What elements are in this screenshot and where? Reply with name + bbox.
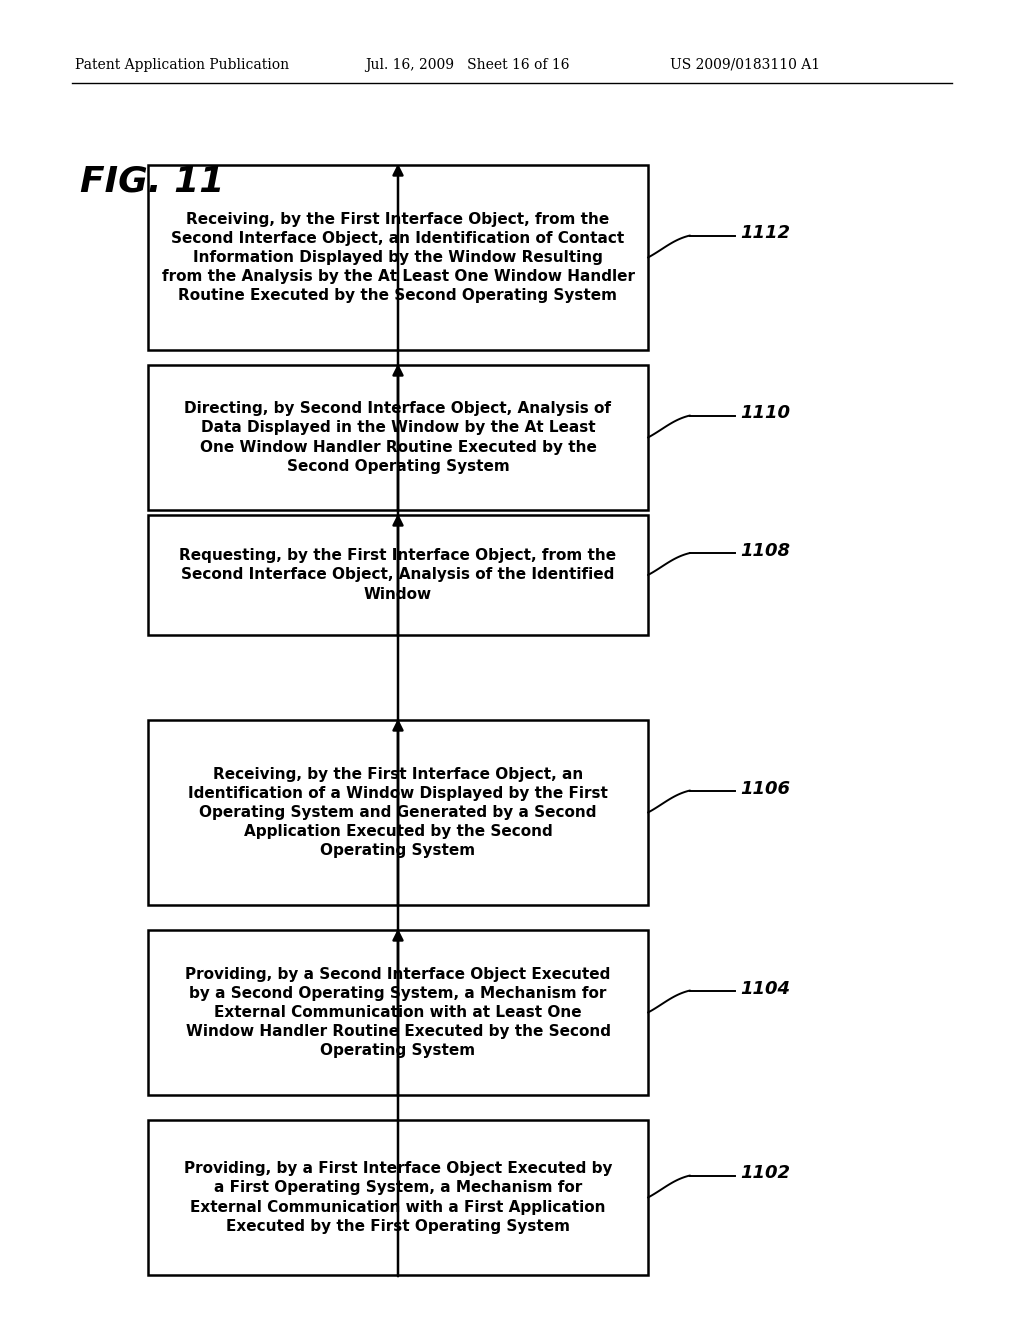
Text: 1106: 1106 (740, 780, 790, 797)
Bar (148, 366, 648, 510)
Text: Providing, by a First Interface Object Executed by
a First Operating System, a M: Providing, by a First Interface Object E… (183, 1162, 612, 1234)
Text: Receiving, by the First Interface Object, from the
Second Interface Object, an I: Receiving, by the First Interface Object… (162, 211, 635, 304)
Bar (148, 719, 648, 906)
Text: Jul. 16, 2009   Sheet 16 of 16: Jul. 16, 2009 Sheet 16 of 16 (365, 58, 569, 73)
Text: 1102: 1102 (740, 1164, 790, 1183)
Text: Providing, by a Second Interface Object Executed
by a Second Operating System, a: Providing, by a Second Interface Object … (185, 966, 610, 1059)
Text: US 2009/0183110 A1: US 2009/0183110 A1 (670, 58, 820, 73)
Text: Directing, by Second Interface Object, Analysis of
Data Displayed in the Window : Directing, by Second Interface Object, A… (184, 401, 611, 474)
Bar (148, 931, 648, 1096)
Text: 1108: 1108 (740, 543, 790, 560)
Text: Patent Application Publication: Patent Application Publication (75, 58, 289, 73)
Bar (148, 165, 648, 350)
Text: Receiving, by the First Interface Object, an
Identification of a Window Displaye: Receiving, by the First Interface Object… (188, 767, 608, 858)
Bar (148, 515, 648, 635)
Text: FIG. 11: FIG. 11 (80, 165, 224, 199)
Text: 1104: 1104 (740, 979, 790, 998)
Bar (148, 1119, 648, 1275)
Text: 1110: 1110 (740, 404, 790, 422)
Text: 1112: 1112 (740, 224, 790, 243)
Text: Requesting, by the First Interface Object, from the
Second Interface Object, Ana: Requesting, by the First Interface Objec… (179, 548, 616, 602)
